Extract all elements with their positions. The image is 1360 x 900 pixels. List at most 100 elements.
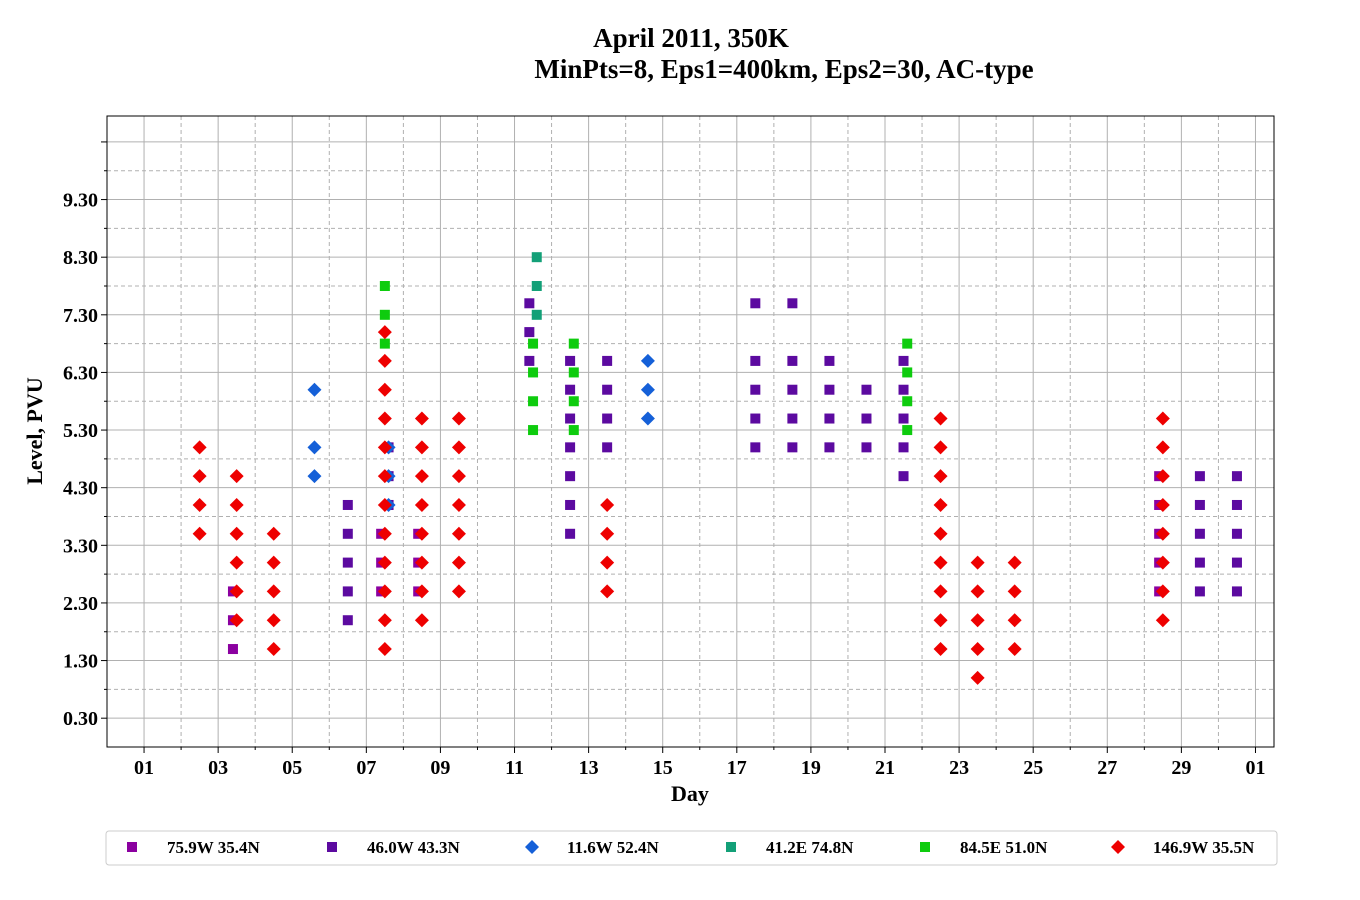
data-point bbox=[229, 497, 244, 512]
data-point bbox=[824, 355, 835, 366]
x-tick-label: 19 bbox=[801, 757, 821, 779]
data-point bbox=[266, 526, 281, 541]
data-point bbox=[1007, 584, 1022, 599]
data-point bbox=[379, 338, 390, 349]
data-point bbox=[377, 411, 392, 426]
data-point bbox=[933, 497, 948, 512]
data-point bbox=[229, 555, 244, 570]
data-point bbox=[933, 526, 948, 541]
data-point bbox=[1231, 528, 1242, 539]
data-point bbox=[377, 642, 392, 657]
legend-label: 84.5E 51.0N bbox=[960, 838, 1048, 857]
legend-label: 46.0W 43.3N bbox=[367, 838, 460, 857]
y-tick-label: 2.30 bbox=[63, 593, 98, 615]
data-point bbox=[192, 526, 207, 541]
y-axis-label: Level, PVU bbox=[22, 377, 47, 485]
data-point bbox=[750, 384, 761, 395]
data-point bbox=[824, 413, 835, 424]
data-point bbox=[1155, 497, 1170, 512]
legend-label: 11.6W 52.4N bbox=[567, 838, 660, 857]
data-point bbox=[602, 355, 613, 366]
data-point bbox=[528, 396, 539, 407]
data-point bbox=[902, 367, 913, 378]
data-point bbox=[377, 469, 392, 484]
y-tick-label: 8.30 bbox=[63, 247, 98, 269]
data-point bbox=[451, 526, 466, 541]
data-point bbox=[1155, 526, 1170, 541]
data-point bbox=[1231, 557, 1242, 568]
data-points bbox=[192, 252, 1242, 685]
data-point bbox=[379, 309, 390, 320]
plot-frame bbox=[106, 115, 1275, 748]
data-point bbox=[787, 413, 798, 424]
data-point bbox=[568, 396, 579, 407]
data-point bbox=[1231, 586, 1242, 597]
data-point bbox=[970, 670, 985, 685]
data-point bbox=[451, 440, 466, 455]
data-point bbox=[414, 440, 429, 455]
data-point bbox=[600, 555, 615, 570]
legend-label: 41.2E 74.8N bbox=[766, 838, 854, 857]
data-point bbox=[192, 497, 207, 512]
data-point bbox=[970, 584, 985, 599]
y-tick-label: 7.30 bbox=[63, 305, 98, 327]
data-point bbox=[192, 440, 207, 455]
x-tick-label: 01 bbox=[1245, 757, 1265, 779]
data-point bbox=[1155, 613, 1170, 628]
x-axis-label: Day bbox=[671, 781, 709, 806]
data-point bbox=[1194, 586, 1205, 597]
data-point bbox=[528, 367, 539, 378]
data-point bbox=[970, 642, 985, 657]
y-tick-label: 0.30 bbox=[63, 708, 98, 730]
legend-marker bbox=[525, 840, 539, 854]
data-point bbox=[750, 355, 761, 366]
data-point bbox=[640, 411, 655, 426]
data-point bbox=[377, 382, 392, 397]
x-tick-label: 09 bbox=[430, 757, 450, 779]
data-point bbox=[565, 528, 576, 539]
x-tick-label: 29 bbox=[1171, 757, 1191, 779]
data-point bbox=[933, 642, 948, 657]
data-point bbox=[342, 499, 353, 510]
data-point bbox=[266, 584, 281, 599]
data-point bbox=[933, 613, 948, 628]
legend-box bbox=[105, 830, 1278, 866]
legend-label: 75.9W 35.4N bbox=[167, 838, 260, 857]
data-point bbox=[451, 555, 466, 570]
data-point bbox=[898, 413, 909, 424]
data-point bbox=[1007, 555, 1022, 570]
data-point bbox=[1155, 584, 1170, 599]
data-point bbox=[600, 497, 615, 512]
x-tick-label: 07 bbox=[356, 757, 376, 779]
data-point bbox=[414, 469, 429, 484]
data-point bbox=[377, 353, 392, 368]
data-point bbox=[824, 442, 835, 453]
data-point bbox=[229, 469, 244, 484]
data-point bbox=[600, 584, 615, 599]
data-point bbox=[342, 557, 353, 568]
data-point bbox=[307, 382, 322, 397]
legend: 75.9W 35.4N 46.0W 43.3N 11.6W 52.4N 41.2E 7… bbox=[105, 830, 1278, 866]
data-point bbox=[1194, 557, 1205, 568]
data-point bbox=[414, 497, 429, 512]
legend-marker bbox=[1111, 840, 1125, 854]
legend-marker bbox=[920, 842, 930, 852]
data-point bbox=[898, 471, 909, 482]
data-point bbox=[1155, 555, 1170, 570]
x-tick-label: 21 bbox=[875, 757, 895, 779]
x-tick-label: 23 bbox=[949, 757, 969, 779]
data-point bbox=[933, 469, 948, 484]
data-point bbox=[531, 280, 542, 291]
data-point bbox=[898, 355, 909, 366]
data-point bbox=[524, 327, 535, 338]
data-point bbox=[229, 526, 244, 541]
data-point bbox=[970, 613, 985, 628]
data-point bbox=[307, 440, 322, 455]
legend-label: 146.9W 35.5N bbox=[1153, 838, 1255, 857]
data-point bbox=[787, 384, 798, 395]
data-point bbox=[602, 384, 613, 395]
data-point bbox=[565, 499, 576, 510]
data-point bbox=[568, 338, 579, 349]
data-point bbox=[414, 526, 429, 541]
